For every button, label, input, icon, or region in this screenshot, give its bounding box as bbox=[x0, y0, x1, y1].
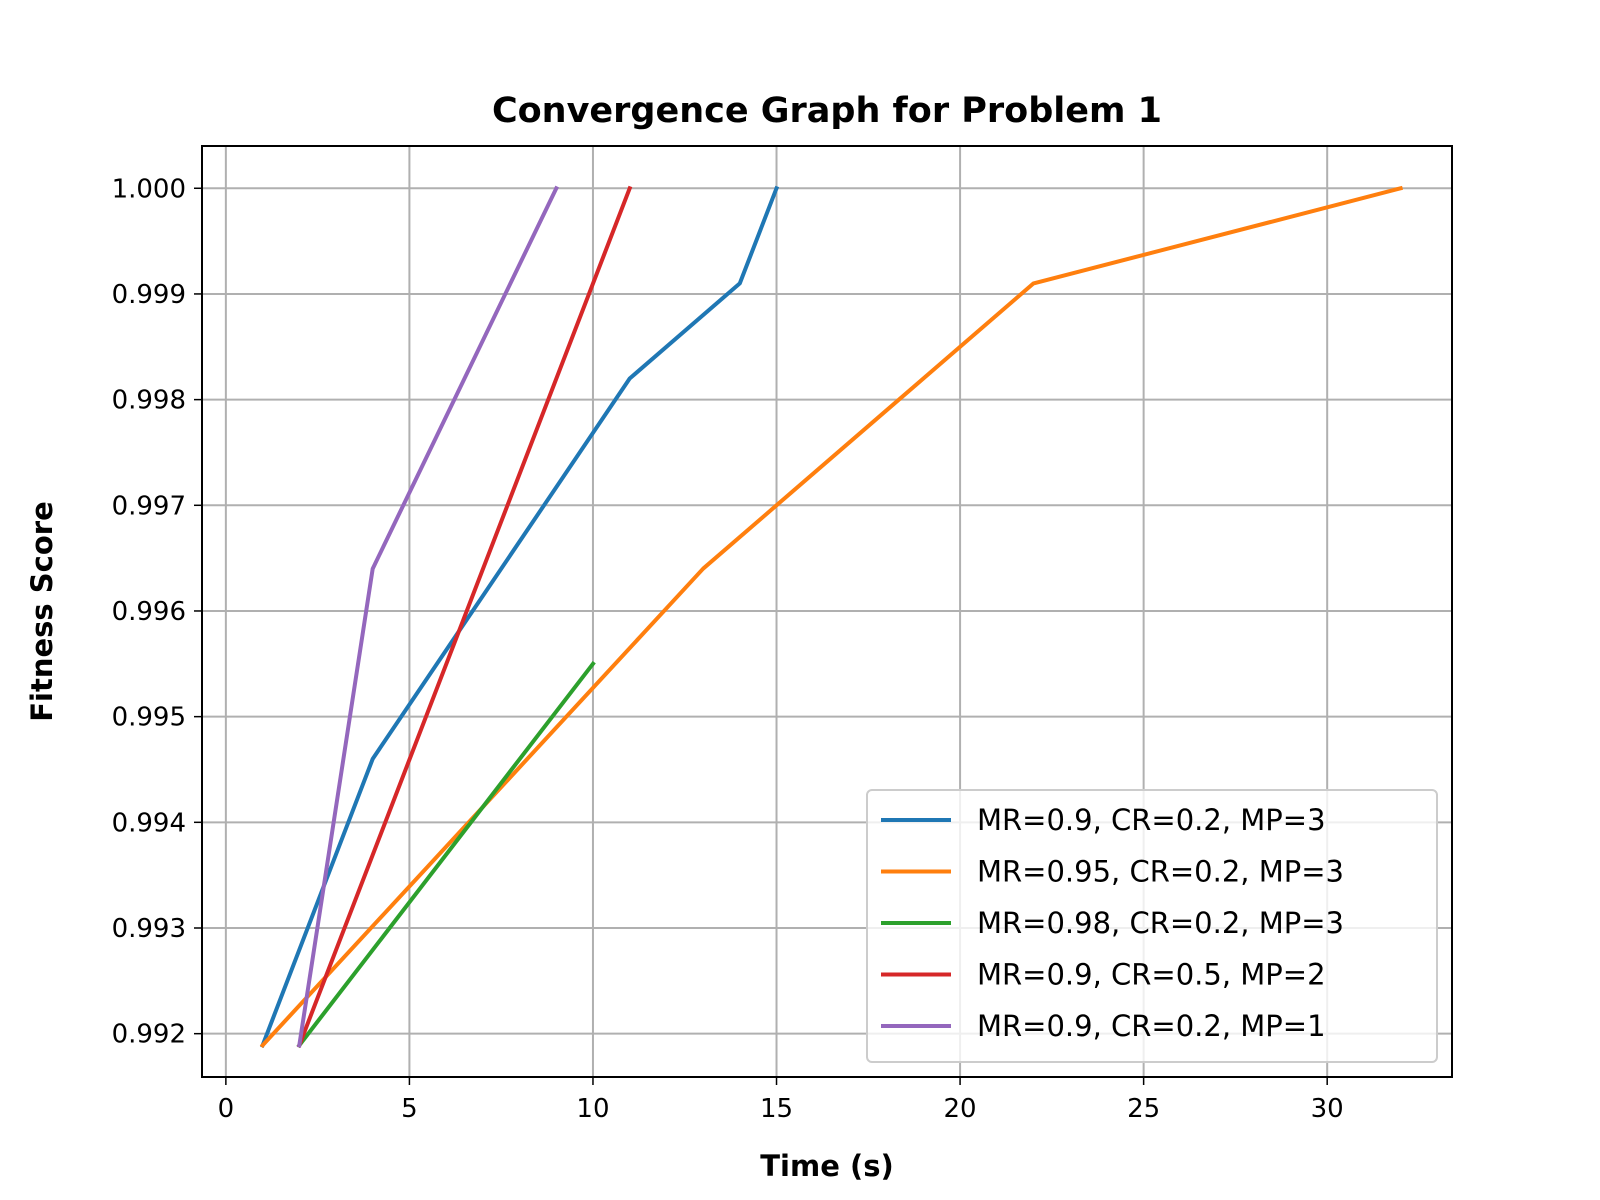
y-tick-label: 0.992 bbox=[112, 1020, 186, 1050]
legend-label: MR=0.9, CR=0.5, MP=2 bbox=[977, 958, 1326, 992]
series-lines bbox=[259, 185, 1404, 1049]
y-tick-label: 0.994 bbox=[112, 808, 186, 838]
legend-label: MR=0.98, CR=0.2, MP=3 bbox=[977, 906, 1344, 940]
x-axis-title: Time (s) bbox=[760, 1149, 893, 1183]
y-tick-label: 1.000 bbox=[112, 174, 186, 204]
series-line-3 bbox=[296, 660, 596, 1049]
series-line-4 bbox=[296, 185, 633, 1048]
x-axis: 0 5 10 15 20 25 30 bbox=[218, 1077, 1344, 1124]
x-tick-label: 25 bbox=[1127, 1094, 1160, 1124]
x-tick-label: 20 bbox=[944, 1094, 977, 1124]
grid bbox=[202, 146, 1452, 1077]
series-line-5 bbox=[297, 185, 559, 1048]
y-tick-label: 0.998 bbox=[112, 386, 186, 416]
chart-title: Convergence Graph for Problem 1 bbox=[492, 91, 1162, 131]
legend-label: MR=0.9, CR=0.2, MP=3 bbox=[977, 803, 1326, 837]
legend: MR=0.9, CR=0.2, MP=3 MR=0.95, CR=0.2, MP=… bbox=[866, 789, 1438, 1063]
y-axis-title: Fitness Score bbox=[25, 501, 59, 722]
y-tick-label: 0.999 bbox=[112, 280, 186, 310]
x-tick-label: 10 bbox=[576, 1094, 609, 1124]
x-tick-label: 5 bbox=[401, 1094, 418, 1124]
series-line-1 bbox=[260, 185, 780, 1048]
y-tick-label: 0.996 bbox=[112, 597, 186, 627]
x-tick-label: 0 bbox=[218, 1094, 235, 1124]
legend-label: MR=0.95, CR=0.2, MP=3 bbox=[977, 855, 1344, 889]
y-axis: 0.992 0.993 0.994 0.995 0.996 0.997 0.998 0.999… bbox=[112, 174, 202, 1050]
x-tick-label: 15 bbox=[760, 1094, 793, 1124]
legend-label: MR=0.9, CR=0.2, MP=1 bbox=[977, 1009, 1326, 1043]
y-tick-label: 0.993 bbox=[112, 914, 186, 944]
y-tick-label: 0.997 bbox=[112, 491, 186, 521]
y-tick-label: 0.995 bbox=[112, 703, 186, 733]
legend-box bbox=[866, 789, 1438, 1063]
x-tick-label: 30 bbox=[1311, 1094, 1344, 1124]
